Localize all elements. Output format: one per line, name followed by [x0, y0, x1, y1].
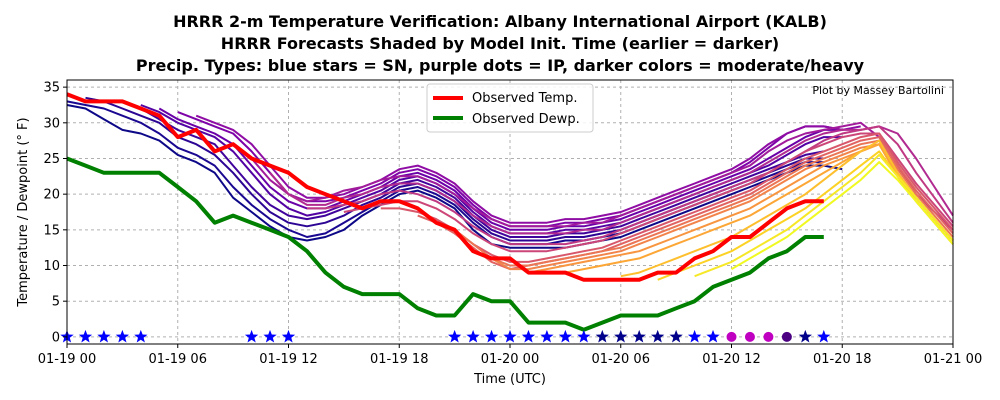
forecast-line	[158, 107, 843, 231]
x-tick-label: 01-19 06	[149, 352, 207, 367]
forecast-line	[453, 139, 954, 267]
y-tick-label: 25	[43, 152, 60, 167]
y-tick-label: 15	[43, 223, 60, 238]
snow-star-marker	[78, 329, 93, 343]
snow-star-marker	[817, 329, 831, 343]
y-axis-label: Temperature / Dewpoint (° F)	[16, 117, 31, 307]
y-tick-label: 10	[43, 259, 60, 274]
y-tick-label: 30	[43, 116, 60, 131]
snow-star-marker	[540, 329, 554, 343]
snow-star-marker	[466, 329, 480, 343]
snow-star-marker	[669, 329, 683, 343]
ice-pellet-dot-marker	[763, 331, 774, 342]
snow-star-marker	[521, 329, 536, 343]
ice-pellet-dot-marker	[781, 331, 792, 342]
snow-star-marker	[798, 329, 812, 343]
snow-star-marker	[595, 329, 609, 343]
x-tick-label: 01-20 18	[813, 352, 871, 367]
snow-star-marker	[632, 329, 646, 343]
x-tick-label: 01-21 00	[924, 352, 982, 367]
snow-star-marker	[281, 329, 296, 343]
x-tick-label: 01-20 06	[592, 352, 650, 367]
plot-credit: Plot by Massey Bartolini	[812, 84, 944, 97]
forecast-line	[565, 143, 954, 274]
y-tick-label: 35	[43, 81, 60, 96]
chart-title-line-2: HRRR Forecasts Shaded by Model Init. Tim…	[220, 34, 780, 53]
snow-star-marker	[577, 329, 591, 343]
snow-star-marker	[134, 329, 148, 343]
forecast-line	[232, 121, 954, 231]
forecast-line	[195, 114, 861, 224]
chart-title-line-3: Precip. Types: blue stars = SN, purple d…	[135, 56, 865, 75]
forecast-line	[307, 125, 954, 246]
legend: Observed Temp. Observed Dewp.	[426, 83, 594, 133]
forecast-line	[620, 139, 954, 278]
snow-star-marker	[706, 329, 720, 343]
snow-star-marker	[263, 329, 277, 343]
forecast-line	[66, 104, 843, 249]
legend-box	[426, 83, 594, 133]
snow-star-marker	[448, 329, 462, 343]
snow-star-marker	[244, 329, 259, 343]
y-tick-label: 20	[43, 188, 60, 203]
legend-label-observed-temp: Observed Temp.	[472, 91, 577, 106]
axis-ticks: 01-19 00 01-19 06 01-19 12 01-19 18 01-20 00…	[38, 81, 982, 367]
snow-star-marker	[115, 329, 129, 343]
snow-star-marker	[651, 329, 665, 343]
forecast-line	[343, 132, 954, 253]
forecast-line	[269, 125, 954, 235]
snow-star-marker	[614, 329, 628, 343]
x-tick-label: 01-20 12	[702, 352, 760, 367]
ice-pellet-dot-marker	[726, 331, 737, 342]
legend-label-observed-dewp: Observed Dewp.	[472, 112, 580, 127]
x-tick-label: 01-20 00	[481, 352, 539, 367]
precip-markers	[60, 329, 831, 343]
forecast-line	[730, 161, 954, 270]
chart-title-line-1: HRRR 2-m Temperature Verification: Alban…	[173, 12, 827, 31]
x-axis-label: Time (UTC)	[473, 372, 546, 387]
y-tick-label: 0	[52, 330, 60, 345]
x-tick-label: 01-19 18	[370, 352, 428, 367]
x-tick-label: 01-19 12	[259, 352, 317, 367]
snow-star-marker	[503, 329, 517, 343]
forecast-lines	[66, 96, 954, 281]
snow-star-marker	[687, 329, 702, 343]
observed-lines	[66, 92, 824, 332]
snow-star-marker	[558, 329, 572, 343]
observed-dewp-line	[66, 156, 824, 332]
x-tick-label: 01-19 00	[38, 352, 96, 367]
y-tick-label: 5	[52, 295, 60, 310]
snow-star-marker	[97, 329, 111, 343]
observed-temp-line	[66, 92, 824, 282]
snow-star-marker	[484, 329, 499, 343]
ice-pellet-dot-marker	[744, 331, 755, 342]
